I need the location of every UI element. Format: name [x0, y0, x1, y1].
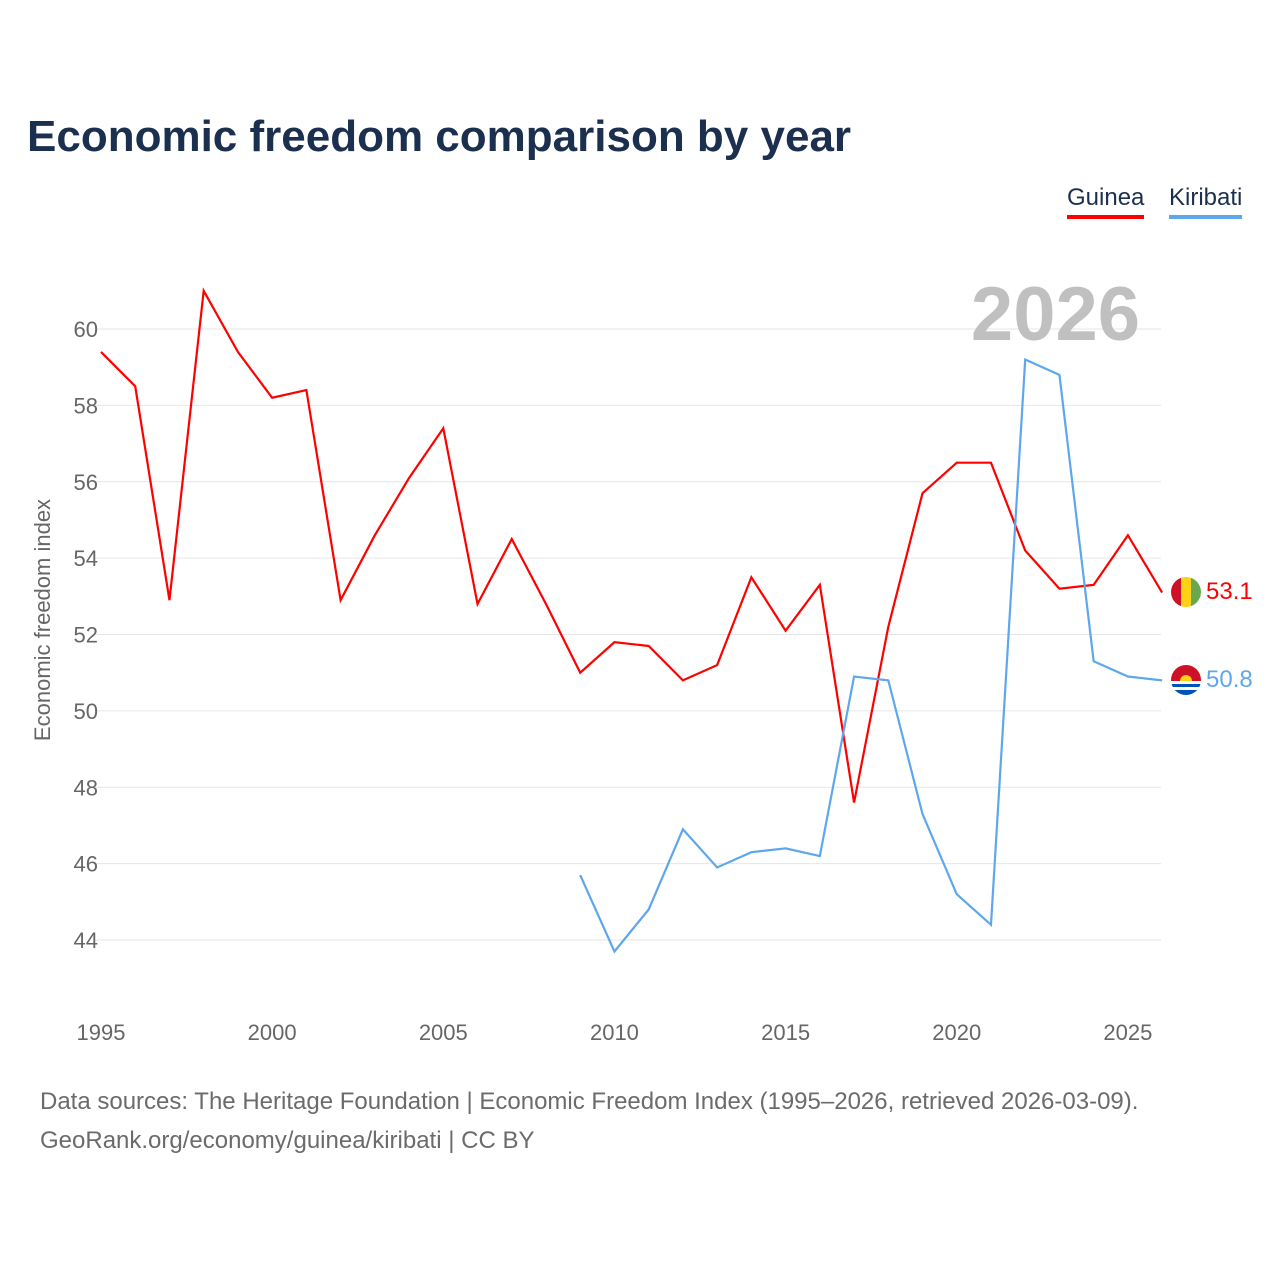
legend-guinea[interactable]: Guinea [1067, 184, 1145, 219]
source-link[interactable]: GeoRank.org/economy/guinea/kiribati | CC… [40, 1127, 535, 1154]
y-tick-label: 48 [74, 775, 98, 800]
year-watermark: 2026 [971, 272, 1140, 357]
guinea-end-label: 53.1 [1206, 578, 1253, 605]
legend-kiribati[interactable]: Kiribati [1169, 184, 1243, 219]
x-tick-label: 2010 [590, 1020, 639, 1045]
y-tick-label: 44 [74, 928, 98, 953]
x-tick-label: 2025 [1103, 1020, 1152, 1045]
y-tick-label: 46 [74, 852, 98, 877]
x-tick-label: 2020 [932, 1020, 981, 1045]
guinea-line[interactable] [100, 287, 1164, 803]
x-tick-label: 2000 [248, 1020, 297, 1045]
kiribati-end-label: 50.8 [1206, 666, 1253, 693]
source-line: Data sources: The Heritage Foundation | … [40, 1088, 1139, 1115]
y-tick-label: 56 [74, 470, 98, 495]
x-tick-label: 1995 [77, 1020, 126, 1045]
x-tick-label: 2005 [419, 1020, 468, 1045]
kiribati-flag-icon [1171, 665, 1201, 695]
y-tick-label: 50 [74, 699, 98, 724]
kiribati-line[interactable] [579, 357, 1163, 954]
y-axis-label: Economic freedom index [30, 499, 55, 741]
chart-title: Economic freedom comparison by year [27, 112, 852, 161]
x-tick-label: 2015 [761, 1020, 810, 1045]
guinea-flag-icon [1171, 577, 1201, 607]
y-tick-label: 54 [74, 546, 98, 571]
y-tick-label: 52 [74, 623, 98, 648]
y-tick-label: 60 [74, 317, 98, 342]
y-tick-label: 58 [74, 393, 98, 418]
